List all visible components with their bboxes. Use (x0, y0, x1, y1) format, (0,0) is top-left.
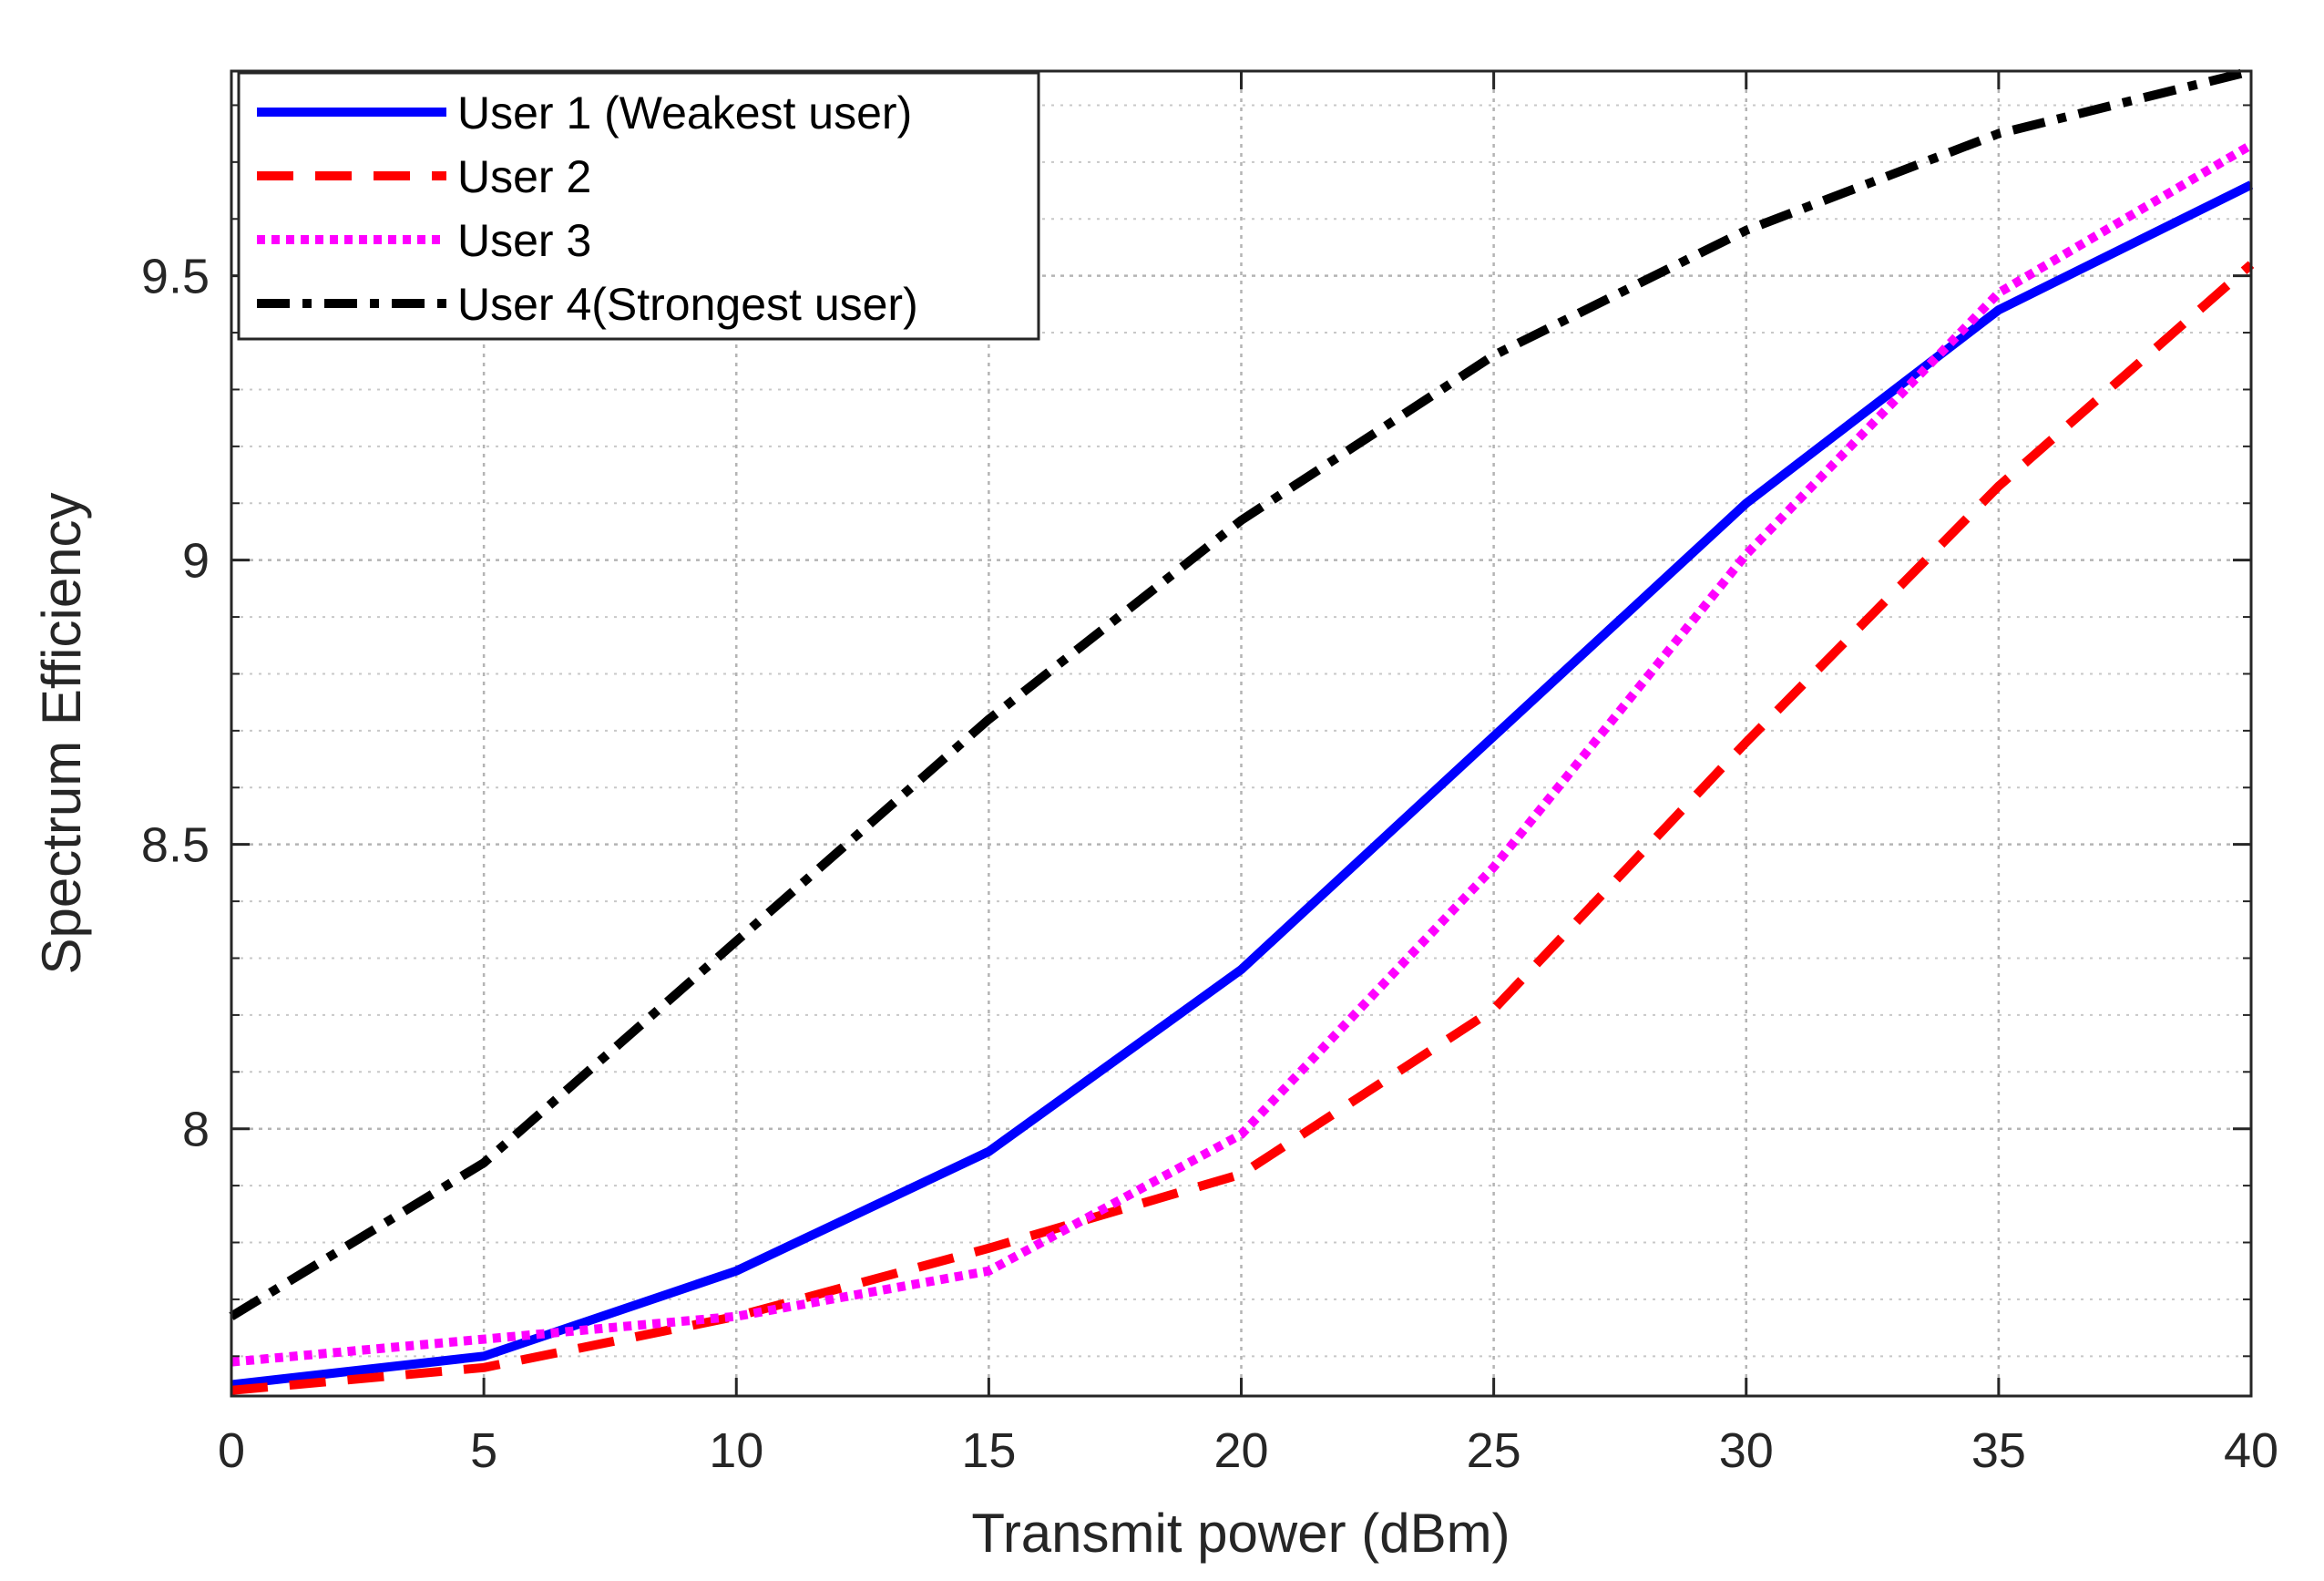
legend: User 1 (Weakest user) User 2 User 3 User… (237, 71, 1040, 341)
series-lines (229, 67, 2255, 1395)
legend-entry-user-1: User 1 (Weakest user) (257, 87, 912, 139)
series-line-user-2 (230, 261, 2255, 1395)
x-tick-label: 5 (470, 1423, 497, 1478)
x-axis-tick-labels: 0 5 10 15 20 25 30 35 40 (218, 1423, 2278, 1478)
y-tick-label: 9.5 (141, 250, 210, 304)
legend-label-user-3: User 3 (457, 215, 591, 266)
legend-label-user-2: User 2 (457, 151, 591, 202)
x-tick-label: 40 (2224, 1423, 2278, 1478)
x-tick-label: 25 (1467, 1423, 1521, 1478)
x-tick-label: 15 (961, 1423, 1016, 1478)
x-tick-label: 0 (218, 1423, 245, 1478)
x-axis-label: Transmit power (dBm) (971, 1503, 1510, 1564)
y-axis-tick-labels: 8 8.5 9 9.5 (141, 250, 210, 1157)
y-tick-label: 8 (182, 1103, 210, 1157)
legend-label-user-1: User 1 (Weakest user) (457, 87, 912, 139)
series-line-user-4 (229, 67, 2253, 1320)
legend-entry-user-4: User 4(Strongest user) (257, 279, 918, 330)
x-tick-label: 20 (1213, 1423, 1268, 1478)
legend-entry-user-3: User 3 (257, 215, 591, 266)
x-tick-label: 10 (709, 1423, 763, 1478)
y-tick-label: 8.5 (141, 818, 210, 873)
legend-box (237, 71, 1040, 341)
series-line-user-3 (230, 140, 2254, 1367)
legend-entry-user-2: User 2 (257, 151, 591, 202)
y-tick-label: 9 (182, 534, 210, 589)
x-tick-label: 30 (1719, 1423, 1774, 1478)
x-tick-label: 35 (1971, 1423, 2026, 1478)
axis-ticks (230, 71, 2253, 1396)
y-axis-label: Spectrum Efficiency (31, 492, 92, 974)
legend-label-user-4: User 4(Strongest user) (457, 279, 918, 330)
